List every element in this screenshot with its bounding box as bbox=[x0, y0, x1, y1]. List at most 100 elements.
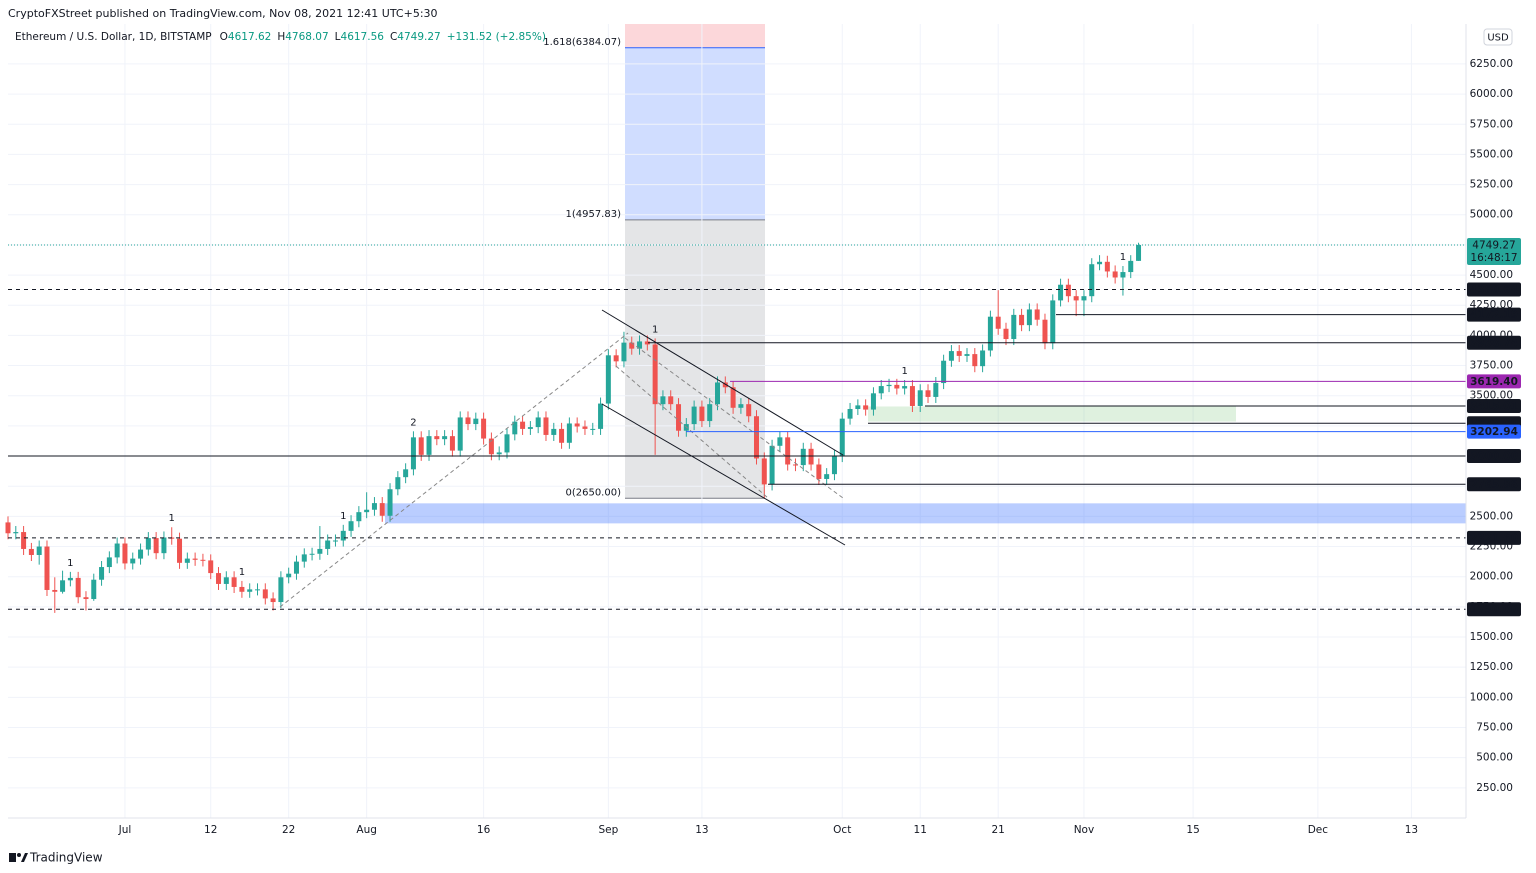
level-label: 3000.00 bbox=[1470, 451, 1518, 463]
candle-body bbox=[270, 598, 276, 603]
candle-body bbox=[387, 489, 393, 516]
candle-body bbox=[1097, 261, 1103, 265]
change: +131.52 (+2.85%) bbox=[447, 31, 546, 43]
candle-body bbox=[457, 417, 463, 451]
candle-body bbox=[863, 405, 869, 410]
candle-body bbox=[948, 351, 954, 361]
annotation: 1 bbox=[67, 558, 73, 569]
candle-body bbox=[551, 428, 557, 435]
candle-body bbox=[847, 408, 853, 419]
level-label: 2765.88 bbox=[1470, 479, 1518, 491]
level-label-box bbox=[1467, 530, 1521, 545]
candle-body bbox=[426, 436, 432, 455]
overlay: 1.618(6384.07) 1(4957.83) 0(2650.00) 1 1 1 1 2 1… bbox=[8, 37, 1466, 610]
last-price-box bbox=[1467, 237, 1521, 265]
level-label-box bbox=[1467, 398, 1521, 413]
y-tick-label: 3750.00 bbox=[1470, 360, 1513, 372]
level-label: 1730.00 bbox=[1470, 604, 1518, 616]
level-label: 3938.74 bbox=[1470, 337, 1518, 349]
candle-body bbox=[1003, 328, 1009, 340]
candle-body bbox=[13, 532, 19, 534]
candle-body bbox=[1034, 309, 1040, 320]
candle-body bbox=[254, 589, 260, 591]
last-price-label: 4749.27 bbox=[1472, 239, 1515, 251]
candle-body bbox=[371, 503, 377, 510]
countdown: 16:48:17 bbox=[1470, 252, 1517, 264]
candle-body bbox=[824, 474, 830, 479]
x-tick-label: Jul bbox=[118, 824, 132, 836]
candle-body bbox=[114, 543, 120, 558]
x-tick-label: Aug bbox=[356, 824, 377, 836]
candle-body bbox=[83, 597, 89, 600]
y-tick-label: 5250.00 bbox=[1470, 179, 1513, 191]
channel-upper bbox=[601, 309, 844, 456]
candle-body bbox=[473, 418, 479, 425]
level-label-box bbox=[1467, 602, 1521, 617]
candle-body bbox=[44, 546, 50, 590]
x-tick-label: 16 bbox=[477, 824, 491, 836]
candle-body bbox=[987, 316, 993, 351]
candle-body bbox=[161, 537, 167, 554]
candle-body bbox=[138, 549, 144, 559]
y-tick-label: 1000.00 bbox=[1470, 691, 1513, 703]
candle-body bbox=[106, 557, 112, 568]
candle-body bbox=[465, 417, 471, 425]
candle-body bbox=[785, 437, 791, 465]
candle-body bbox=[67, 577, 73, 581]
candle-body bbox=[1058, 284, 1064, 301]
candle-body bbox=[637, 341, 643, 349]
x-tick-label: 13 bbox=[695, 824, 708, 836]
candle-body bbox=[208, 560, 214, 574]
y-tick-label: 6250.00 bbox=[1470, 58, 1513, 70]
x-tick-label: 12 bbox=[204, 824, 217, 836]
candle-body bbox=[598, 403, 604, 429]
ohlc-value: 4617.56 bbox=[341, 31, 385, 43]
candle-body bbox=[855, 405, 861, 409]
dashed-trend bbox=[279, 332, 629, 608]
candle-body bbox=[839, 418, 845, 457]
fib-zone-extension bbox=[625, 47, 765, 220]
level-label: 4172.19 bbox=[1470, 309, 1518, 321]
candle-body bbox=[309, 553, 315, 555]
candle-body bbox=[1136, 244, 1142, 261]
logo-part bbox=[21, 853, 28, 862]
candle-body bbox=[28, 548, 34, 555]
candle-body bbox=[21, 532, 27, 549]
candle-body bbox=[1050, 300, 1056, 344]
y-tick-label: 5750.00 bbox=[1470, 118, 1513, 130]
currency-badge[interactable] bbox=[1483, 28, 1513, 46]
brand: TradingView bbox=[29, 851, 103, 865]
candle-body bbox=[894, 384, 900, 389]
candle-body bbox=[941, 360, 947, 384]
candle-body bbox=[177, 538, 183, 563]
candle-body bbox=[527, 427, 533, 429]
logo-part bbox=[9, 853, 16, 862]
candle-body bbox=[831, 456, 837, 475]
candle-body bbox=[621, 342, 627, 362]
y-tick-label: 2000.00 bbox=[1470, 571, 1513, 583]
candle-body bbox=[644, 341, 650, 345]
brand-logo bbox=[9, 853, 28, 862]
candle-body bbox=[738, 404, 744, 408]
y-tick-label: 4500.00 bbox=[1470, 269, 1513, 281]
level-label-box bbox=[1467, 449, 1521, 464]
candle-body bbox=[122, 543, 128, 564]
y-tick-label: 250.00 bbox=[1476, 782, 1513, 794]
candle-body bbox=[130, 558, 136, 564]
candle-body bbox=[566, 423, 572, 443]
candle-body bbox=[1011, 314, 1017, 340]
candle-body bbox=[504, 434, 510, 453]
y-tick-label: 1250.00 bbox=[1470, 661, 1513, 673]
candle-body bbox=[972, 354, 978, 367]
candle-body bbox=[395, 477, 401, 490]
candle-body bbox=[286, 573, 292, 578]
candle-body bbox=[247, 589, 253, 592]
candle-body bbox=[262, 589, 268, 599]
candle-body bbox=[917, 390, 923, 406]
candle-body bbox=[1026, 309, 1032, 326]
candle-body bbox=[652, 344, 658, 405]
candle-body bbox=[99, 567, 105, 580]
zone bbox=[868, 406, 1236, 422]
annotation: 1 bbox=[340, 511, 346, 522]
